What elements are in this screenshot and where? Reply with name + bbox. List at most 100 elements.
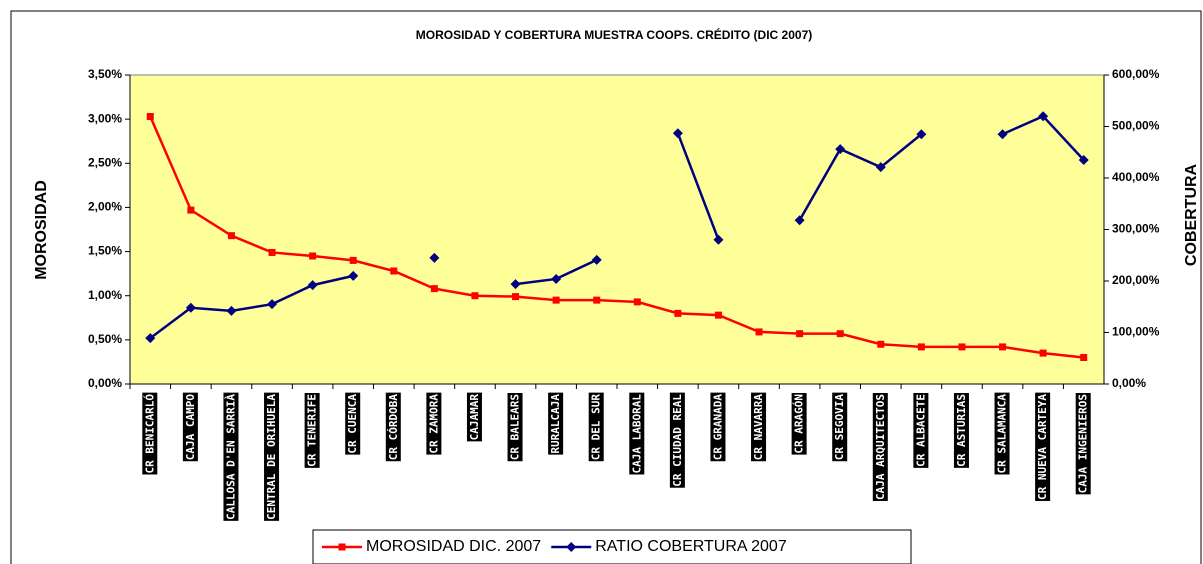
- y-tick-label: 1,00%: [88, 288, 122, 302]
- x-tick-label-group: CR NUEVA CARTEYA: [1035, 392, 1051, 501]
- x-tick-label-group: CR SEGOVIA: [832, 392, 848, 462]
- x-tick-label: CR ZAMORA: [427, 394, 440, 454]
- marker: [185, 302, 196, 313]
- x-tick-label-bg: [588, 392, 604, 462]
- marker: [917, 343, 925, 351]
- x-tick-label: CALLOSA D'EN SARRIÀ: [224, 394, 237, 520]
- marker: [349, 256, 357, 264]
- marker: [794, 215, 805, 226]
- x-tick-label-bg: [182, 392, 198, 462]
- marker: [226, 305, 237, 316]
- x-tick-label-bg: [548, 392, 564, 455]
- x-tick-label-group: CR CUENCA: [345, 392, 361, 455]
- marker: [552, 296, 560, 304]
- x-tick-label-bg: [791, 393, 807, 455]
- marker: [916, 129, 927, 140]
- x-tick-label: CAJA INGENIEROS: [1077, 394, 1090, 493]
- marker: [999, 343, 1007, 351]
- marker: [591, 254, 602, 265]
- x-tick-label: CR BALEARS: [509, 394, 522, 460]
- marker: [674, 309, 682, 317]
- y2-tick-label: 100,00%: [1112, 325, 1160, 339]
- x-tick-label: CR CÓRDOBA: [387, 394, 400, 461]
- marker: [633, 298, 641, 306]
- x-tick-label-group: CR DEL SUR: [588, 392, 604, 462]
- x-tick-label-group: CAJA ARQUITECTOS: [872, 393, 888, 501]
- x-tick-label-bg: [264, 392, 280, 521]
- x-tick-label-group: CAJAMAR: [466, 392, 482, 442]
- x-tick-label: CR TENERIFE: [306, 394, 319, 467]
- marker: [227, 232, 235, 240]
- y-tick-label: 2,50%: [88, 155, 122, 169]
- x-tick-label-bg: [872, 393, 888, 501]
- marker: [429, 252, 440, 263]
- x-tick-label-group: CR GRANADA: [710, 392, 726, 462]
- marker: [145, 333, 156, 344]
- x-tick-label-group: CAJA CAMPO: [182, 392, 198, 462]
- x-tick-label-bg: [223, 392, 239, 521]
- x-tick-label-bg: [1035, 392, 1051, 501]
- x-tick-label-group: CR ARAGÓN: [791, 393, 807, 455]
- x-tick-label: CR NUEVA CARTEYA: [1036, 394, 1049, 500]
- legend-label: RATIO COBERTURA 2007: [595, 538, 787, 555]
- series-line: [798, 133, 923, 221]
- plot-area: [129, 74, 1105, 385]
- x-tick-label-bg: [345, 392, 361, 455]
- y2-tick-label: 0,00%: [1112, 376, 1146, 390]
- y-tick-label: 3,00%: [88, 111, 122, 125]
- y-tick-label: 0,50%: [88, 332, 122, 346]
- series-line: [676, 132, 720, 241]
- marker: [390, 267, 398, 275]
- x-tick-label-group: CENTRAL DE ORIHUELA: [264, 392, 280, 521]
- x-tick-label: CR CIUDAD REAL: [671, 394, 684, 487]
- x-tick-label-bg: [994, 392, 1010, 475]
- marker: [997, 129, 1008, 140]
- x-tick-label: CR GRANADA: [711, 394, 724, 461]
- x-tick-label: CR ALBACETE: [914, 394, 927, 467]
- x-tick-label-bg: [466, 392, 482, 442]
- x-tick-label: CR ARAGÓN: [793, 394, 806, 454]
- marker: [348, 270, 359, 281]
- x-tick-label: CAJA LABORAL: [630, 394, 643, 474]
- x-tick-label: CENTRAL DE ORIHUELA: [265, 394, 278, 520]
- x-tick-label-bg: [913, 393, 929, 468]
- marker: [309, 252, 317, 260]
- x-tick-label-group: CALLOSA D'EN SARRIÀ: [223, 392, 239, 521]
- x-tick-label-group: RURALCAJA: [548, 392, 564, 455]
- x-tick-label: CR NAVARRA: [752, 394, 765, 461]
- y-tick-label: 3,50%: [88, 67, 122, 81]
- x-tick-label-group: CAJA LABORAL: [629, 392, 645, 475]
- x-tick-label-group: CR TENERIFE: [304, 393, 320, 468]
- marker: [835, 144, 846, 155]
- marker: [471, 292, 479, 300]
- y2-tick-label: 300,00%: [1112, 222, 1160, 236]
- x-tick-label-group: CR BENICARLÓ: [142, 392, 158, 475]
- marker: [796, 330, 804, 338]
- marker: [593, 296, 601, 304]
- x-tick-label-bg: [669, 392, 685, 488]
- marker: [672, 128, 683, 139]
- x-tick-label: CR ASTURIAS: [955, 394, 968, 467]
- x-tick-label-bg: [1075, 393, 1091, 495]
- x-tick-label-bg: [629, 392, 645, 475]
- y-axis-title: MOROSIDAD: [33, 180, 50, 280]
- x-tick-label-bg: [385, 392, 401, 462]
- x-tick-label-bg: [142, 392, 158, 475]
- marker: [1080, 354, 1088, 362]
- x-tick-label-bg: [832, 392, 848, 462]
- y2-tick-label: 500,00%: [1112, 119, 1160, 133]
- x-tick-label-bg: [426, 392, 442, 455]
- series-line: [149, 115, 1084, 359]
- y-tick-label: 0,00%: [88, 376, 122, 390]
- marker: [512, 293, 520, 301]
- legend-label: MOROSIDAD DIC. 2007: [366, 538, 541, 555]
- x-tick-label: RURALCAJA: [549, 394, 562, 454]
- chart-title: MOROSIDAD Y COBERTURA MUESTRA COOPS. CRÉ…: [416, 27, 813, 42]
- marker: [566, 542, 577, 552]
- x-tick-label: CR CUENCA: [346, 394, 359, 454]
- x-tick-label-group: CR NAVARRA: [751, 392, 767, 462]
- x-tick-label: CAJA ARQUITECTOS: [874, 394, 887, 500]
- marker: [146, 112, 154, 120]
- x-tick-label-bg: [507, 393, 523, 462]
